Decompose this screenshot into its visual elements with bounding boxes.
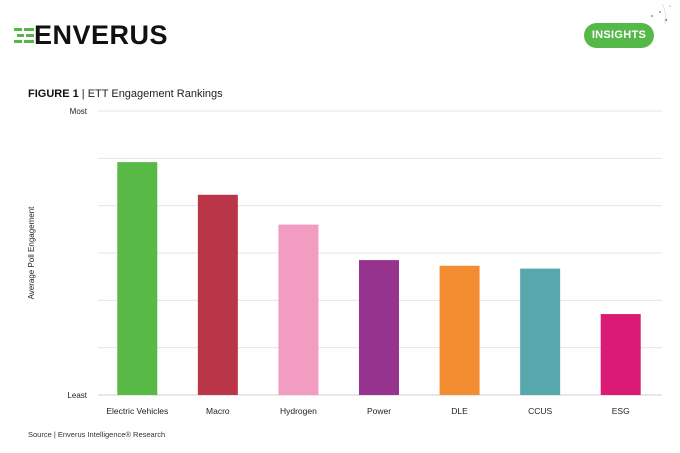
x-tick-label: DLE <box>451 406 468 416</box>
figure-separator: | <box>78 88 88 100</box>
bar <box>600 314 641 395</box>
bar <box>197 194 238 395</box>
bar <box>520 268 561 395</box>
figure-title: FIGURE 1 | ETT Engagement Rankings <box>28 88 223 100</box>
x-tick-label: Power <box>367 406 391 416</box>
bar <box>359 260 399 395</box>
bar <box>117 162 158 395</box>
figure-title-text: ETT Engagement Rankings <box>87 88 223 100</box>
logo-text: ENVERUS <box>34 20 169 50</box>
bar <box>278 224 319 395</box>
y-axis-label: Average Poll Engagement <box>27 206 36 300</box>
decorative-dots-icon <box>651 3 671 25</box>
insights-badge[interactable]: INSIGHTS <box>584 23 654 48</box>
enverus-logo: ENVERUS <box>14 20 169 50</box>
x-tick-label: Macro <box>206 406 230 416</box>
x-tick-label: Electric Vehicles <box>106 406 168 416</box>
source-note: Source | Enverus Intelligence® Research <box>28 430 166 439</box>
bar <box>439 265 480 395</box>
x-tick-label: ESG <box>612 406 630 416</box>
y-tick-label-most: Most <box>70 107 88 116</box>
figure-number: FIGURE 1 <box>28 88 79 100</box>
x-tick-label: Hydrogen <box>280 406 317 416</box>
y-tick-label-least: Least <box>67 391 87 400</box>
logo-mark-icon <box>14 22 36 48</box>
x-tick-label: CCUS <box>528 406 552 416</box>
